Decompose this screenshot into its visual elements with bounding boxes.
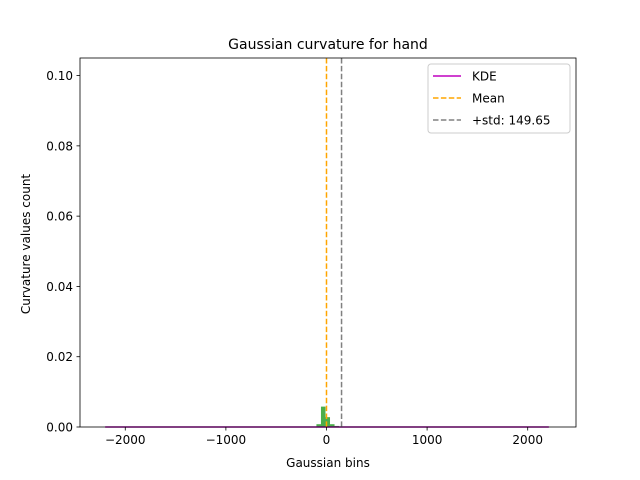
histogram-bar-3 [330,424,335,427]
y-tick-label-3: 0.06 [46,210,73,224]
histogram-bar-2 [325,417,331,427]
x-axis-label: Gaussian bins [286,456,370,470]
legend-label-1: Mean [472,92,505,106]
axes-frame [79,57,577,428]
legend-frame [427,63,571,134]
histogram-bar-0 [316,424,321,427]
y-tick-label-5: 0.10 [46,69,73,83]
x-tick-label-0: −2000 [105,433,146,447]
legend: KDE Mean +std: 149.65 [427,63,571,134]
x-tick-label-4: 2000 [512,433,543,447]
x-tick-label-2: 0 [323,433,331,447]
legend-label-2: +std: 149.65 [472,114,550,128]
plot-area: −2000 −1000 0 1000 2000 0.00 0.02 0.04 0.06 0.08 0… [46,57,577,447]
y-tick-label-4: 0.08 [46,139,73,153]
histogram-bar-1 [320,406,326,427]
y-tick-label-0: 0.00 [46,421,73,435]
y-axis-label: Curvature values count [19,174,33,315]
x-tick-label-3: 1000 [412,433,443,447]
x-tick-label-1: −1000 [206,433,247,447]
y-tick-label-1: 0.02 [46,350,73,364]
chart-title: Gaussian curvature for hand [228,37,428,53]
legend-label-0: KDE [472,70,497,84]
y-tick-label-2: 0.04 [46,280,73,294]
